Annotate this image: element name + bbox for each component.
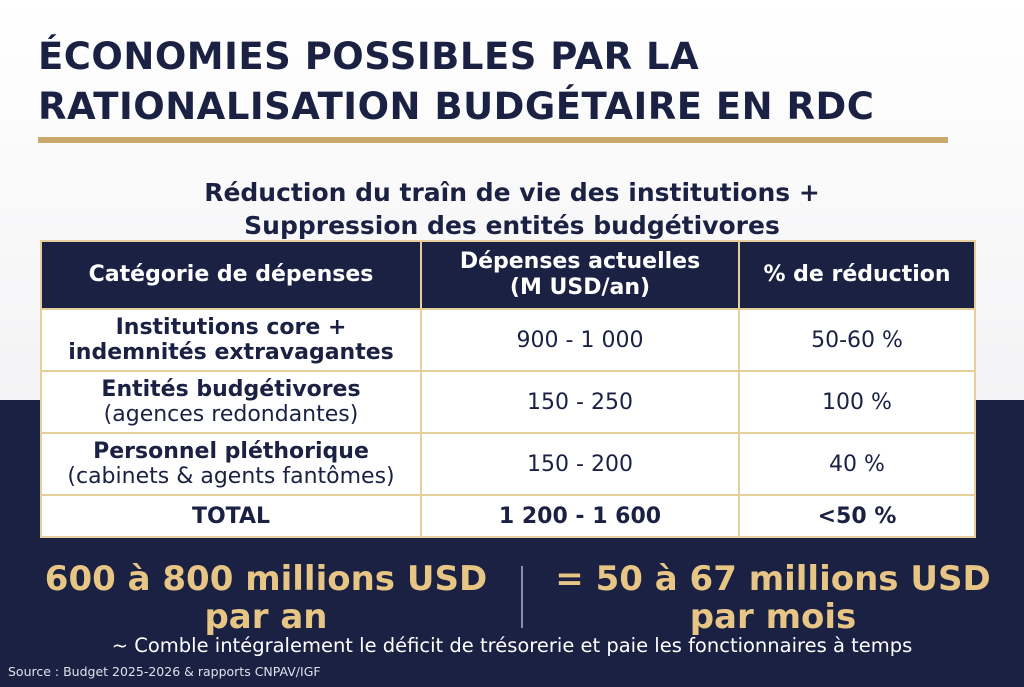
table-row: Institutions core + indemnités extravaga…: [40, 308, 976, 372]
title-line-2: RATIONALISATION BUDGÉTAIRE EN RDC: [38, 85, 875, 128]
annual-savings-line-2: par an: [204, 597, 328, 637]
header-category: Catégorie de dépenses: [40, 240, 422, 310]
monthly-savings-line-2: par mois: [689, 597, 857, 637]
page-title: ÉCONOMIES POSSIBLES PAR LA RATIONALISATI…: [38, 32, 998, 132]
title-line-1: ÉCONOMIES POSSIBLES PAR LA: [38, 35, 700, 78]
source-citation: Source : Budget 2025-2026 & rapports CNP…: [8, 664, 321, 679]
annual-savings-line-1: 600 à 800 millions USD: [44, 559, 488, 599]
monthly-savings-highlight: = 50 à 67 millions USD par mois: [528, 560, 1018, 636]
row-current-spending: 900 - 1 000: [420, 308, 740, 372]
row-category: Personnel pléthorique (cabinets & agents…: [40, 432, 422, 496]
header-current-line-2: (M USD/an): [509, 275, 651, 300]
row-category-line-1: Institutions core +: [115, 315, 347, 340]
row-category: Institutions core + indemnités extravaga…: [40, 308, 422, 372]
row-current-spending: 150 - 250: [420, 370, 740, 434]
total-label: TOTAL: [40, 494, 422, 538]
annual-savings-highlight: 600 à 800 millions USD par an: [18, 560, 514, 636]
row-category: Entités budgétivores (agences redondante…: [40, 370, 422, 434]
subtitle-line-2: Suppression des entités budgétivores: [244, 211, 780, 240]
subtitle-line-1: Réduction du traîn de vie des institutio…: [204, 178, 820, 207]
highlight-divider: [521, 566, 523, 628]
table-row: Entités budgétivores (agences redondante…: [40, 370, 976, 434]
table-header-row: Catégorie de dépenses Dépenses actuelles…: [40, 240, 976, 310]
total-current-spending: 1 200 - 1 600: [420, 494, 740, 538]
savings-table: Catégorie de dépenses Dépenses actuelles…: [40, 240, 976, 538]
row-current-spending: 150 - 200: [420, 432, 740, 496]
row-reduction: 50-60 %: [738, 308, 976, 372]
total-reduction: <50 %: [738, 494, 976, 538]
row-reduction: 100 %: [738, 370, 976, 434]
row-category-line-1: Entités budgétivores: [101, 377, 361, 402]
row-category-line-2: indemnités extravagantes: [68, 340, 394, 365]
table-row: Personnel pléthorique (cabinets & agents…: [40, 432, 976, 496]
table-total-row: TOTAL 1 200 - 1 600 <50 %: [40, 494, 976, 538]
header-reduction: % de réduction: [738, 240, 976, 310]
monthly-savings-line-1: = 50 à 67 millions USD: [555, 559, 991, 599]
subtitle: Réduction du traîn de vie des institutio…: [60, 176, 964, 242]
title-underline: [38, 137, 948, 143]
row-category-line-2: (agences redondantes): [103, 402, 359, 427]
header-current-spending: Dépenses actuelles (M USD/an): [420, 240, 740, 310]
row-reduction: 40 %: [738, 432, 976, 496]
header-current-line-1: Dépenses actuelles: [459, 249, 701, 274]
row-category-line-2: (cabinets & agents fantômes): [67, 464, 395, 489]
row-category-line-1: Personnel pléthorique: [93, 439, 369, 464]
impact-note: ~ Comble intégralement le déficit de tré…: [111, 634, 913, 657]
